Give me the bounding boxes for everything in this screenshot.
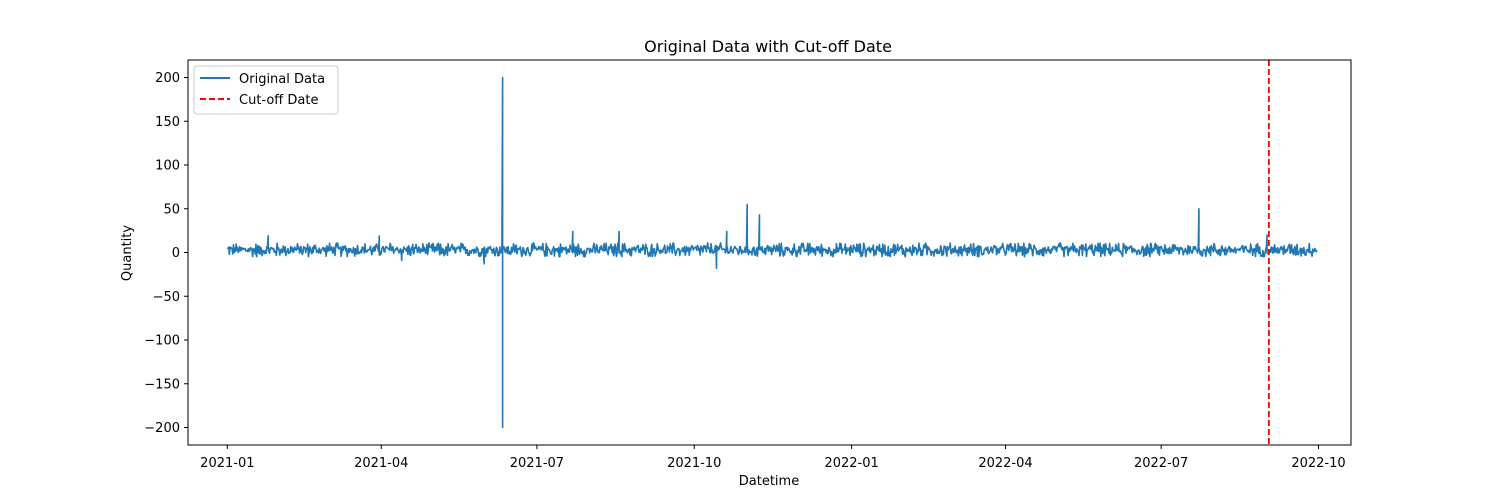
- plot-area: [226, 60, 1318, 445]
- x-axis-label: Datetime: [739, 474, 799, 489]
- legend-label-cut-off-date: Cut-off Date: [239, 93, 318, 108]
- plot-frame: [187, 59, 1352, 446]
- y-tick-label: 100: [155, 159, 180, 174]
- y-tick-label: −200: [144, 421, 180, 436]
- x-tick-label: 2021-07: [510, 456, 564, 471]
- legend: Original Data Cut-off Date: [193, 65, 339, 115]
- y-axis-label: Quantity: [120, 225, 135, 281]
- y-tick-label: 50: [163, 202, 180, 217]
- y-tick-label: −50: [153, 290, 180, 305]
- x-axis: 2021-01 2021-04 2021-07 2021-10 2022-01 2022-…: [200, 445, 1346, 471]
- x-tick-label: 2022-01: [824, 456, 878, 471]
- y-tick-label: 150: [155, 115, 180, 130]
- y-tick-label: 200: [155, 71, 180, 86]
- x-tick-label: 2022-07: [1134, 456, 1188, 471]
- series-line-original-data: [226, 76, 1318, 429]
- y-tick-label: −100: [144, 334, 180, 349]
- legend-label-original-data: Original Data: [239, 72, 325, 87]
- x-tick-label: 2021-01: [200, 456, 254, 471]
- chart-title: Original Data with Cut-off Date: [644, 37, 892, 56]
- y-axis: −200 −150 −100 −50 0 50 100 150 200: [144, 71, 188, 436]
- y-tick-label: −150: [144, 377, 180, 392]
- x-tick-label: 2022-10: [1291, 456, 1345, 471]
- x-tick-label: 2021-04: [354, 456, 408, 471]
- y-tick-label: 0: [172, 246, 180, 261]
- x-tick-label: 2021-10: [667, 456, 721, 471]
- x-tick-label: 2022-04: [978, 456, 1032, 471]
